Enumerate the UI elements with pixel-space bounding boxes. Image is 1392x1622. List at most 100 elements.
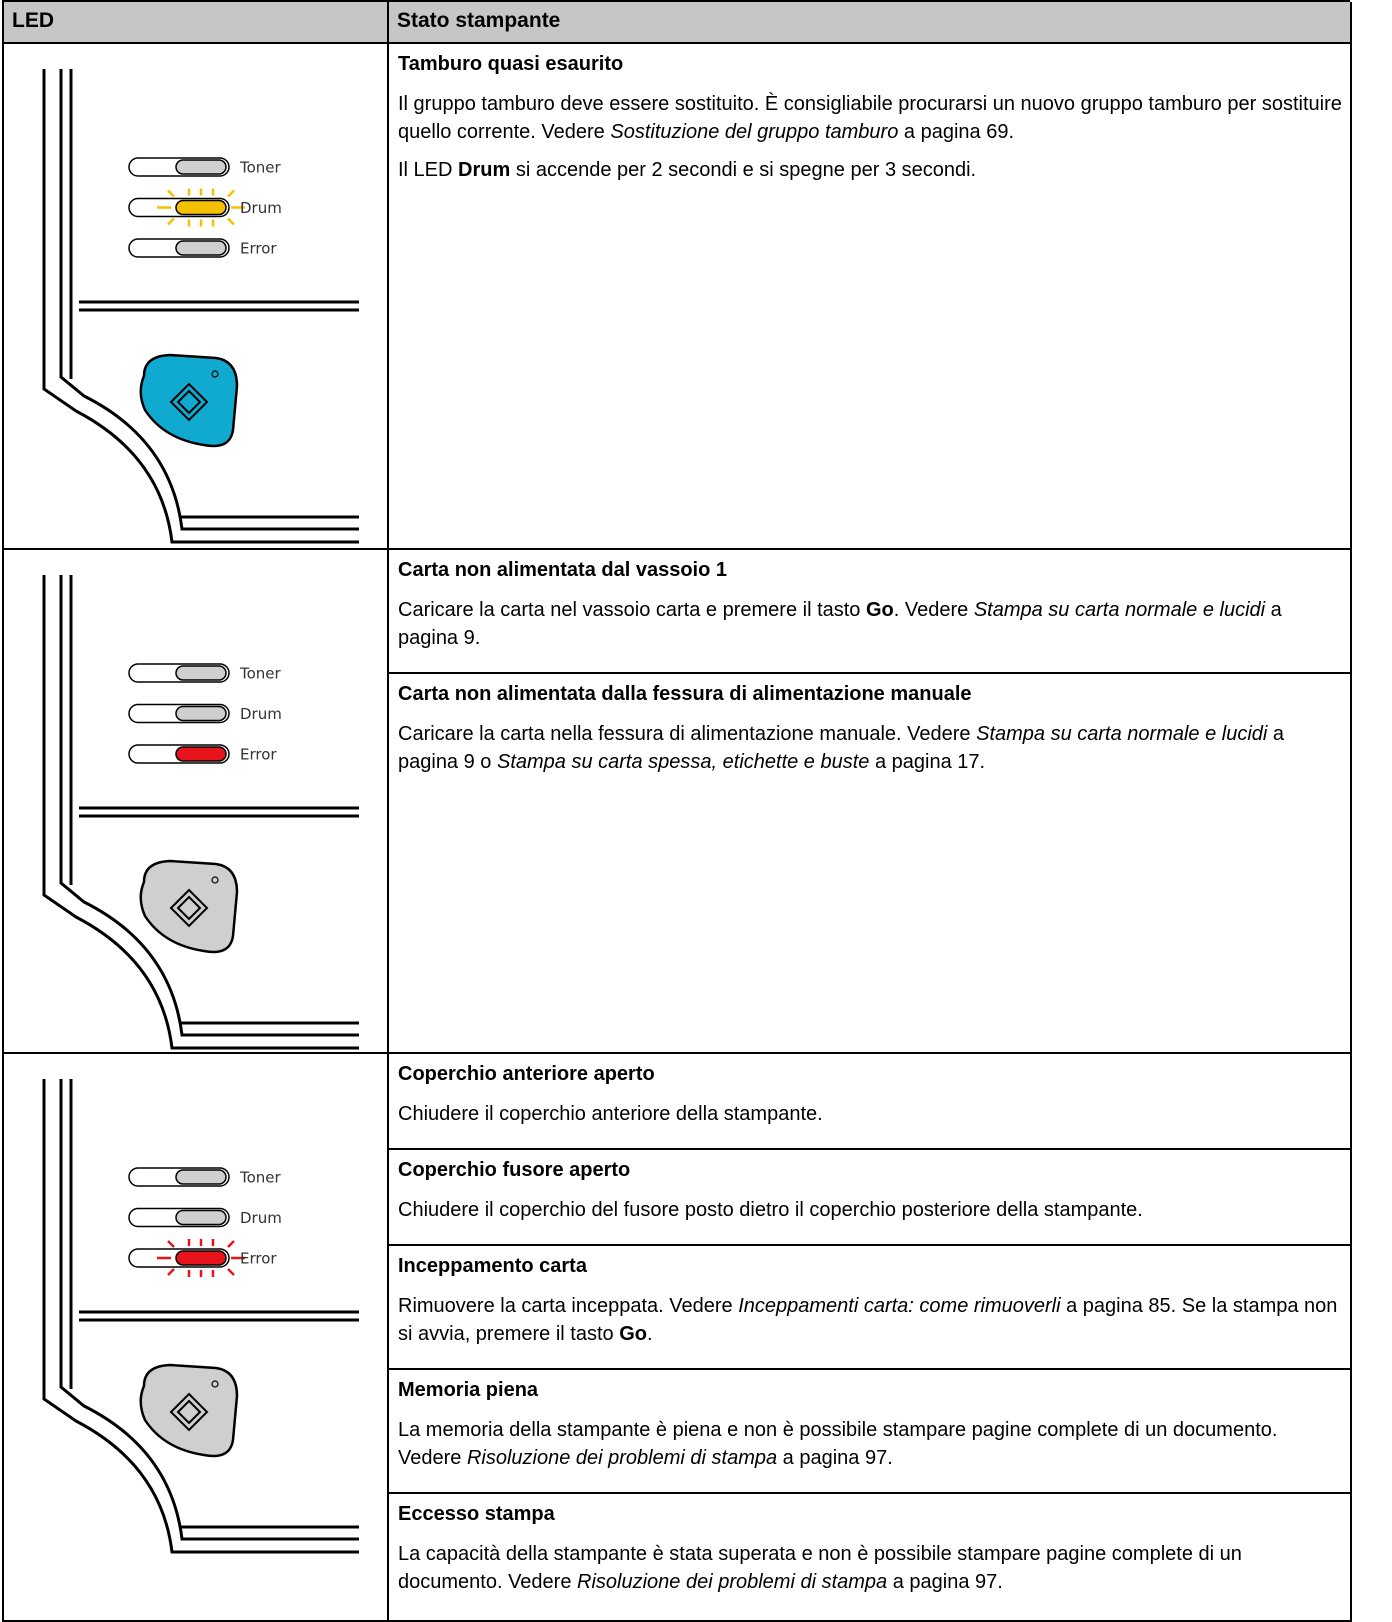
entry-title: Carta non alimentata dalla fessura di al… [398, 683, 972, 705]
entry-text: Caricare la carta nella fessura di alime… [398, 720, 1346, 776]
blink-ray [167, 1268, 175, 1276]
blink-ray [167, 189, 175, 198]
led-cell: Toner Drum Error [4, 44, 389, 550]
entry-title: Inceppamento carta [398, 1255, 587, 1277]
frame-line [59, 1079, 359, 1541]
text-run: Sostituzione del gruppo tamburo [610, 121, 899, 143]
led-light [175, 705, 227, 722]
go-button [139, 1363, 239, 1458]
entry-title: Coperchio fusore aperto [398, 1159, 631, 1181]
led-label: Toner [239, 665, 282, 683]
text-run: a pagina 85. Se la stampa non si avvia, … [398, 1295, 1338, 1345]
led-label: Error [240, 746, 277, 764]
led-label: Toner [239, 1169, 282, 1187]
go-icon [169, 382, 209, 422]
entry-text: Chiudere il coperchio anteriore della st… [398, 1100, 1346, 1128]
status-cell: Carta non alimentata dal vassoio 1 Carica… [389, 550, 1352, 1054]
header-status: Stato stampante [389, 2, 1352, 44]
text-run: Il gruppo tamburo deve essere sostituito… [398, 93, 1342, 143]
frame-line [59, 575, 359, 1037]
entry-title: Tamburo quasi esaurito [398, 53, 624, 75]
text-run: La capacità della stampante è stata supe… [398, 1543, 1242, 1593]
text-run: si accende per 2 secondi e si spegne per… [510, 159, 977, 181]
blink-ray [227, 1268, 235, 1276]
go-icon [169, 888, 209, 928]
status-entry: Coperchio anteriore aperto Chiudere il co… [389, 1054, 1350, 1148]
led-light [175, 159, 227, 175]
entry-title: Memoria piena [398, 1379, 539, 1401]
led-table: LED Stato stampante Toner Drum Error Tambur… [2, 0, 1352, 1622]
led-label: Drum [240, 705, 282, 723]
text-run: a pagina 17. [869, 751, 986, 773]
led-label: Toner [239, 159, 282, 177]
status-entry: Coperchio fusore aperto Chiudere il coper… [389, 1148, 1350, 1244]
frame-line [42, 1079, 359, 1554]
text-run: Go [619, 1323, 647, 1345]
go-button [139, 859, 239, 954]
go-dot [211, 876, 219, 884]
blink-ray [227, 189, 235, 198]
text-run: a pagina 9 o [398, 723, 1285, 773]
led-light [175, 665, 227, 681]
text-run: Drum [458, 159, 511, 181]
status-cell: Tamburo quasi esaurito Il gruppo tamburo … [389, 44, 1352, 550]
text-run: Chiudere il coperchio del fusore posto d… [398, 1199, 1143, 1221]
led-light [175, 1209, 227, 1226]
blink-ray [167, 1240, 175, 1248]
led-label: Error [240, 1250, 277, 1268]
text-run: Go [865, 599, 894, 621]
status-entry: Carta non alimentata dalla fessura di al… [389, 672, 1350, 796]
blink-ray [227, 1240, 235, 1248]
led-panel: Toner Drum Error [42, 575, 359, 1050]
text-run: Risoluzione dei problemi di stampa [577, 1571, 888, 1593]
entry-title: Carta non alimentata dal vassoio 1 [398, 559, 727, 581]
entry-text: Caricare la carta nel vassoio carta e pr… [398, 596, 1346, 652]
status-entry: Eccesso stampa La capacità della stampant… [389, 1492, 1350, 1616]
text-run: Inceppamenti carta: come rimuoverli [738, 1295, 1061, 1317]
led-light [175, 1250, 227, 1266]
blink-ray [227, 217, 235, 226]
entry-text: La capacità della stampante è stata supe… [398, 1540, 1346, 1596]
led-panel: Toner Drum Error [42, 69, 359, 544]
blink-ray [167, 217, 175, 226]
go-icon [169, 1392, 209, 1432]
entry-text: Chiudere il coperchio del fusore posto d… [398, 1196, 1346, 1224]
text-run: a pagina 69. [898, 121, 1014, 143]
go-dot [211, 370, 219, 378]
header-led: LED [4, 2, 389, 44]
led-light [175, 746, 227, 762]
frame-line [42, 69, 359, 544]
frame-line [59, 69, 359, 531]
led-light [175, 199, 227, 216]
text-run: Stampa su carta normale e lucidi [973, 599, 1266, 621]
text-run: Chiudere il coperchio anteriore della st… [398, 1103, 823, 1125]
text-run: Stampa su carta spessa, etichette e bust… [496, 751, 870, 773]
entry-text: Rimuovere la carta inceppata. Vedere Inc… [398, 1292, 1346, 1348]
text-run: Stampa su carta normale e lucidi [976, 723, 1268, 745]
status-entry: Tamburo quasi esaurito Il gruppo tamburo … [389, 44, 1350, 204]
led-label: Drum [240, 1209, 282, 1227]
text-run: Il LED [398, 159, 459, 181]
status-entry: Inceppamento carta Rimuovere la carta inc… [389, 1244, 1350, 1368]
entry-text: Il LED Drum si accende per 2 secondi e s… [398, 156, 1346, 184]
led-cell: Toner Drum Error [4, 1054, 389, 1622]
text-run: Caricare la carta nella fessura di alime… [398, 723, 977, 745]
text-run: . [646, 1323, 653, 1345]
entry-text: Il gruppo tamburo deve essere sostituito… [398, 90, 1346, 146]
status-cell: Coperchio anteriore aperto Chiudere il co… [389, 1054, 1352, 1622]
text-run: . Vedere [893, 599, 974, 621]
go-dot [211, 1380, 219, 1388]
go-button [139, 353, 239, 448]
led-label: Drum [240, 199, 282, 217]
entry-title: Coperchio anteriore aperto [398, 1063, 655, 1085]
text-run: a pagina 9. [398, 599, 1282, 649]
text-run: Rimuovere la carta inceppata. Vedere [398, 1295, 739, 1317]
text-run: Caricare la carta nel vassoio carta e pr… [398, 599, 866, 621]
text-run: La memoria della stampante è piena e non… [398, 1419, 1278, 1469]
status-entry: Carta non alimentata dal vassoio 1 Carica… [389, 550, 1350, 672]
text-run: a pagina 97. [777, 1447, 893, 1469]
led-label: Error [240, 240, 277, 258]
entry-title: Eccesso stampa [398, 1503, 555, 1525]
led-light [175, 1169, 227, 1185]
